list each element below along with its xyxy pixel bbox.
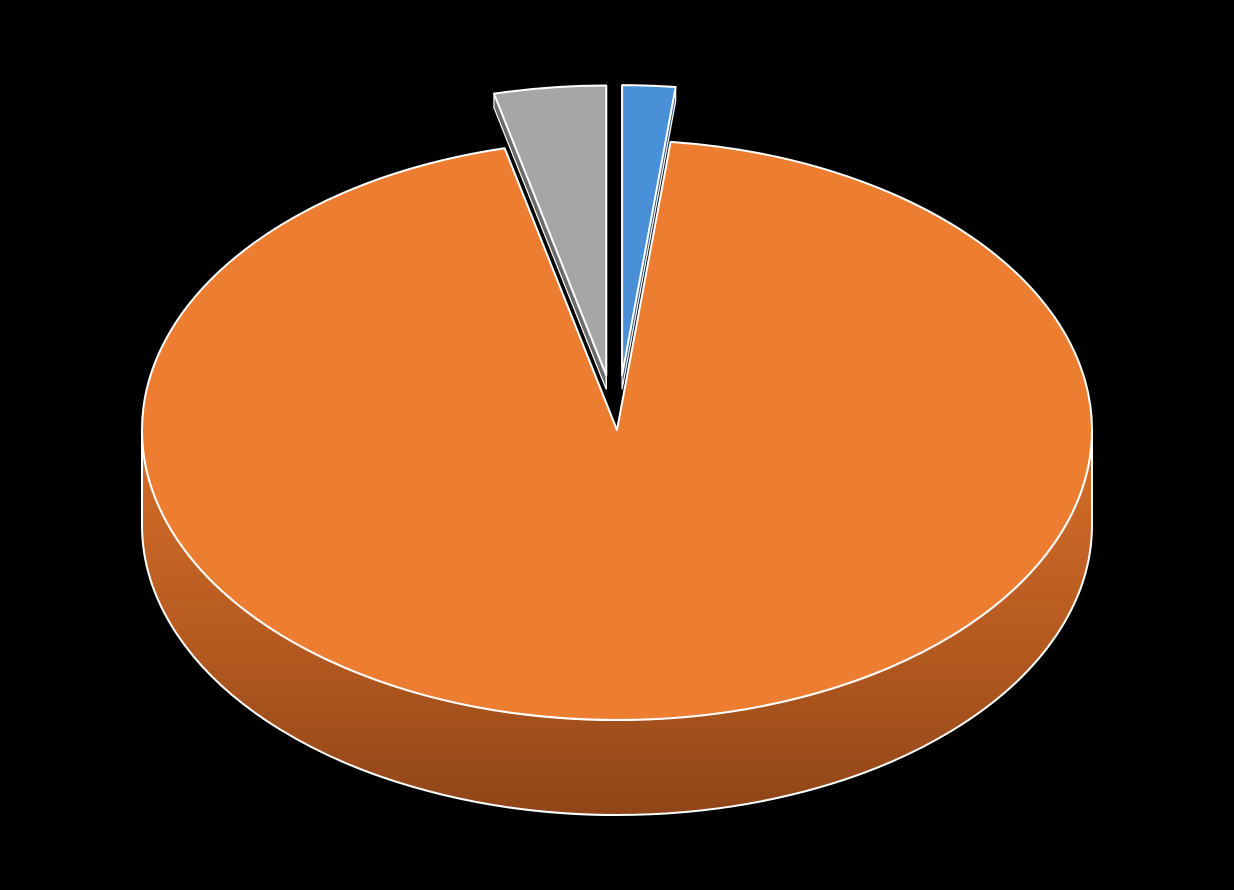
- pie-chart-3d: [0, 0, 1234, 890]
